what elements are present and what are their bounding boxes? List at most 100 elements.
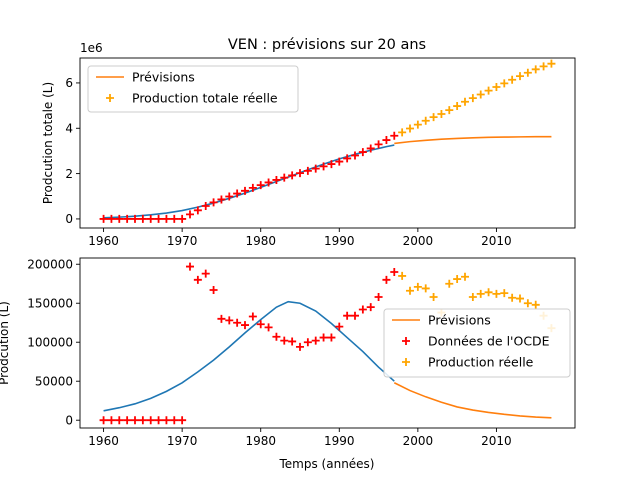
axes-frame xyxy=(79,257,576,429)
data-point-marker xyxy=(453,102,462,111)
y-tick-label: 6 xyxy=(65,76,73,90)
data-point-marker xyxy=(406,124,414,133)
data-point-marker xyxy=(398,271,407,280)
data-point-marker xyxy=(288,171,297,180)
data-point-marker xyxy=(421,116,430,125)
legend-marker-swatch xyxy=(402,337,410,345)
data-point-marker xyxy=(429,113,438,122)
data-point-marker xyxy=(547,59,556,68)
data-point-marker xyxy=(201,269,210,278)
data-point-marker xyxy=(162,214,171,223)
data-point-marker xyxy=(374,292,383,301)
y-tick-label: 50000 xyxy=(35,375,73,389)
axes-frame xyxy=(79,57,576,229)
data-point-marker xyxy=(327,160,336,169)
data-point-marker xyxy=(201,202,210,211)
data-point-marker xyxy=(358,148,367,157)
chart-title: VEN : prévisions sur 20 ans xyxy=(228,37,426,53)
data-point-marker xyxy=(217,195,226,204)
data-point-marker xyxy=(516,294,524,303)
x-tick-label: 1980 xyxy=(245,434,276,448)
data-point-marker xyxy=(248,312,257,321)
data-point-marker xyxy=(131,214,139,223)
data-point-marker xyxy=(107,416,116,425)
data-point-marker xyxy=(358,305,367,314)
y-tick-label: 0 xyxy=(65,212,73,226)
legend-label: Production totale réelle xyxy=(132,91,278,106)
data-point-marker xyxy=(99,416,108,425)
data-point-marker xyxy=(233,189,242,198)
data-point-marker xyxy=(280,173,289,182)
data-point-marker xyxy=(311,164,320,173)
data-point-marker xyxy=(476,90,485,99)
x-tick-label: 2010 xyxy=(481,434,512,448)
data-point-marker xyxy=(500,289,509,298)
data-point-marker xyxy=(476,289,485,298)
data-point-marker xyxy=(343,154,352,163)
data-point-marker xyxy=(335,157,344,166)
data-point-marker xyxy=(303,166,312,175)
y-tick-label: 200000 xyxy=(27,258,73,272)
x-tick-label: 1960 xyxy=(88,234,119,248)
y-tick-label: 2 xyxy=(65,167,73,181)
data-point-marker xyxy=(193,275,202,284)
y-tick-label: 150000 xyxy=(27,297,73,311)
data-point-marker xyxy=(531,300,540,309)
data-point-marker xyxy=(531,65,540,74)
data-point-marker xyxy=(272,175,281,184)
data-point-marker xyxy=(461,97,469,106)
data-point-marker xyxy=(99,214,108,223)
data-point-marker xyxy=(319,162,328,171)
data-point-marker xyxy=(123,214,132,223)
data-point-marker xyxy=(178,214,187,223)
data-point-marker xyxy=(484,288,493,297)
legend-marker-swatch xyxy=(402,358,410,366)
data-point-marker xyxy=(327,333,336,342)
data-point-marker xyxy=(146,416,155,425)
y-axis-label-top: Prodcution totale (L) xyxy=(41,82,55,204)
data-point-marker xyxy=(374,140,383,149)
data-point-marker xyxy=(162,416,171,425)
x-tick-label: 1980 xyxy=(245,234,276,248)
x-tick-label: 1990 xyxy=(324,434,355,448)
data-point-marker xyxy=(115,214,124,223)
legend-label: Production réelle xyxy=(428,355,534,370)
data-point-marker xyxy=(390,131,399,140)
data-point-marker xyxy=(225,316,234,325)
data-point-marker xyxy=(248,183,257,192)
data-point-marker xyxy=(209,198,218,207)
data-point-marker xyxy=(107,214,116,223)
data-point-marker xyxy=(429,292,438,301)
y-tick-label: 100000 xyxy=(27,336,73,350)
data-point-marker xyxy=(492,83,501,92)
data-point-marker xyxy=(445,106,454,115)
data-point-marker xyxy=(492,289,501,298)
data-point-marker xyxy=(288,337,297,346)
data-point-marker xyxy=(178,416,187,425)
data-point-marker xyxy=(170,214,179,223)
data-point-marker xyxy=(241,186,249,195)
data-point-marker xyxy=(461,272,469,281)
data-point-marker xyxy=(303,338,312,347)
y-axis-label-bottom: Prodcution (L) xyxy=(0,301,11,385)
legend-label: Prévisions xyxy=(428,313,491,328)
data-point-marker xyxy=(280,336,289,345)
data-point-marker xyxy=(123,416,132,425)
data-point-marker xyxy=(343,311,352,320)
data-point-marker xyxy=(256,320,265,329)
data-point-marker xyxy=(272,332,281,341)
data-point-marker xyxy=(508,293,517,302)
y-offset-label: 1e6 xyxy=(80,41,103,55)
x-tick-label: 1970 xyxy=(167,434,198,448)
data-point-marker xyxy=(186,262,194,271)
data-point-marker xyxy=(516,72,524,81)
data-point-marker xyxy=(468,94,477,103)
data-point-marker xyxy=(138,416,147,425)
legend-label: Données de l'OCDE xyxy=(428,334,550,349)
data-point-marker xyxy=(131,416,139,425)
x-tick-label: 2000 xyxy=(403,234,434,248)
data-point-marker xyxy=(445,279,454,288)
legend-label: Prévisions xyxy=(132,70,195,85)
